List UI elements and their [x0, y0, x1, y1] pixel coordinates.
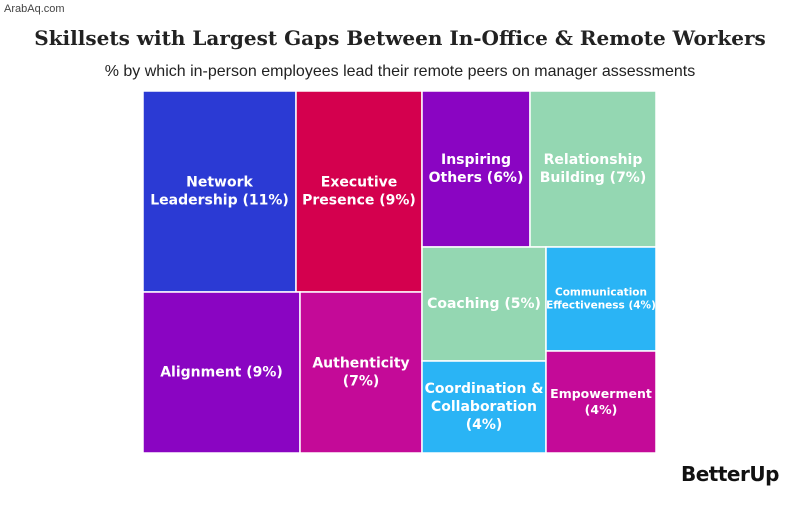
tile-empowerment: Empowerment (4%) — [545, 350, 657, 454]
tile-relationship-building: Relationship Building (7%) — [529, 90, 657, 248]
tile-label-coaching: Coaching (5%) — [427, 296, 541, 312]
tile-coaching: Coaching (5%) — [421, 246, 547, 362]
tile-authenticity: Authenticity (7%) — [299, 291, 423, 454]
tile-rect-authenticity — [299, 291, 423, 454]
tile-label-relationship-building: Relationship Building (7%) — [540, 152, 646, 186]
tile-label-authenticity: Authenticity (7%) — [312, 356, 409, 390]
tile-executive-presence: Executive Presence (9%) — [295, 90, 423, 293]
chart-subtitle: % by which in-person employees lead thei… — [104, 63, 696, 80]
betterup-logo: BetterUp — [681, 462, 779, 486]
tile-rect-coordination-and-collaboration — [421, 360, 547, 454]
tile-label-alignment: Alignment (9%) — [160, 365, 283, 381]
tile-label-inspiring-others: Inspiring Others (6%) — [429, 152, 524, 186]
tile-label-network-leadership: Network Leadership (11%) — [150, 175, 289, 209]
tile-rect-network-leadership — [142, 90, 297, 293]
tile-communication-effectiveness: Communication Effectiveness (4%) — [545, 246, 657, 352]
tile-alignment: Alignment (9%) — [142, 291, 301, 454]
tile-inspiring-others: Inspiring Others (6%) — [421, 90, 531, 248]
chart-title: Skillsets with Largest Gaps Between In-O… — [34, 26, 766, 50]
tile-rect-communication-effectiveness — [545, 246, 657, 352]
tile-label-executive-presence: Executive Presence (9%) — [302, 175, 416, 209]
tile-rect-inspiring-others — [421, 90, 531, 248]
tile-rect-empowerment — [545, 350, 657, 454]
tile-label-communication-effectiveness: Communication Effectiveness (4%) — [546, 286, 656, 311]
watermark: ArabAq.com — [4, 3, 65, 15]
tile-network-leadership: Network Leadership (11%) — [142, 90, 297, 293]
tile-rect-alignment — [142, 291, 301, 454]
tile-label-empowerment: Empowerment (4%) — [550, 386, 652, 417]
tile-coordination-and-collaboration: Coordination & Collaboration (4%) — [421, 360, 547, 454]
tile-label-coordination-and-collaboration: Coordination & Collaboration (4%) — [425, 381, 544, 433]
